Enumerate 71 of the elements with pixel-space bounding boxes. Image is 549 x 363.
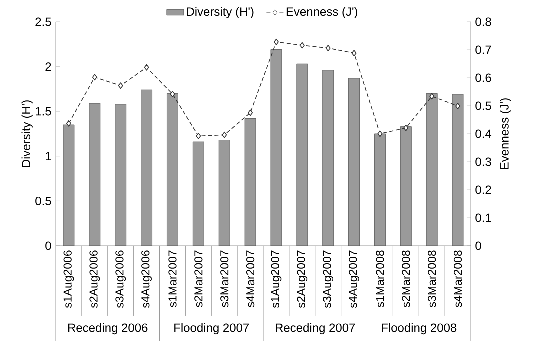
y2-tick-label: 0.6 [476, 74, 492, 82]
y-tick-label: 1 [46, 152, 52, 161]
x-tick-label: s2Mar2008 [402, 250, 410, 308]
text: Receding 2007 [276, 323, 356, 335]
x-tick-label: s3Aug2006 [116, 250, 126, 308]
bar [115, 104, 127, 246]
legend-label: Diversity (H') [187, 7, 254, 18]
y-tick-label: 0.5 [36, 196, 52, 206]
text: Flooding 2007 [174, 323, 250, 335]
x-tick-label: s3Mar2008 [428, 250, 436, 308]
bar [348, 78, 360, 246]
x-tick-label: s3Mar2007 [220, 250, 229, 308]
x-tick-label: s1Mar2008 [376, 250, 384, 308]
y2-tick-label: 0.4 [476, 130, 492, 138]
y2-axis-title: Evenness (J') [500, 98, 512, 170]
point [196, 133, 202, 140]
y2-tick-label: 0.5 [476, 102, 492, 110]
x-tick-label: s1Aug2007 [271, 250, 282, 308]
text: Receding 2006 [68, 323, 148, 335]
y-axis-title: Diversity (H') [22, 100, 33, 168]
bar [452, 94, 464, 246]
point [248, 110, 254, 116]
point [144, 64, 150, 71]
point [430, 93, 435, 100]
x-tick-label: s4Mar2007 [246, 250, 255, 308]
x-tick-label: s2Aug2007 [297, 250, 308, 308]
x-tick-label: s3Aug2007 [323, 250, 334, 308]
x-tick-label: s2Mar2007 [194, 250, 203, 308]
point [352, 50, 357, 57]
point [66, 120, 72, 127]
y2-tick-label: 0.3 [476, 158, 492, 166]
y-tick-label: 1.5 [36, 107, 52, 116]
y2-tick-label: 0.2 [476, 186, 492, 194]
point [300, 42, 305, 49]
y-tick-label: 2.5 [36, 18, 52, 26]
bar [167, 93, 178, 246]
bar [63, 124, 75, 246]
y2-tick-label: 0.1 [476, 214, 492, 222]
x-tick-label: s1Mar2007 [168, 250, 177, 308]
y2-tick-label: 0.8 [476, 18, 492, 26]
y-tick-label: 2 [46, 62, 52, 71]
x-tick-label: s4Aug2006 [142, 250, 152, 308]
bar [141, 90, 152, 246]
point [92, 74, 98, 81]
y-tick-label: 0 [46, 242, 52, 250]
bar [296, 64, 308, 246]
bar [322, 70, 334, 246]
y2-tick-label: 0 [476, 242, 482, 250]
x-tick-label: s1Aug2006 [64, 250, 74, 308]
point [118, 82, 124, 90]
bar [244, 118, 256, 246]
x-tick-label: s2Aug2006 [90, 250, 100, 308]
point [456, 103, 461, 110]
bar [218, 140, 230, 246]
point [222, 132, 228, 138]
bar [192, 142, 204, 246]
point [274, 38, 279, 46]
point [170, 91, 176, 98]
text: Flooding 2008 [382, 323, 457, 335]
legend-label: Evenness (J') [286, 7, 358, 18]
x-tick-label: s4Mar2008 [454, 250, 462, 308]
bar [89, 103, 101, 246]
point [378, 130, 383, 138]
bar [400, 126, 412, 246]
x-tick-label: s4Aug2007 [349, 250, 360, 308]
point [404, 124, 409, 132]
bar [426, 93, 438, 246]
y2-tick-label: 0.7 [476, 46, 492, 54]
bar [270, 50, 282, 246]
bar [374, 134, 386, 246]
point [326, 45, 331, 52]
